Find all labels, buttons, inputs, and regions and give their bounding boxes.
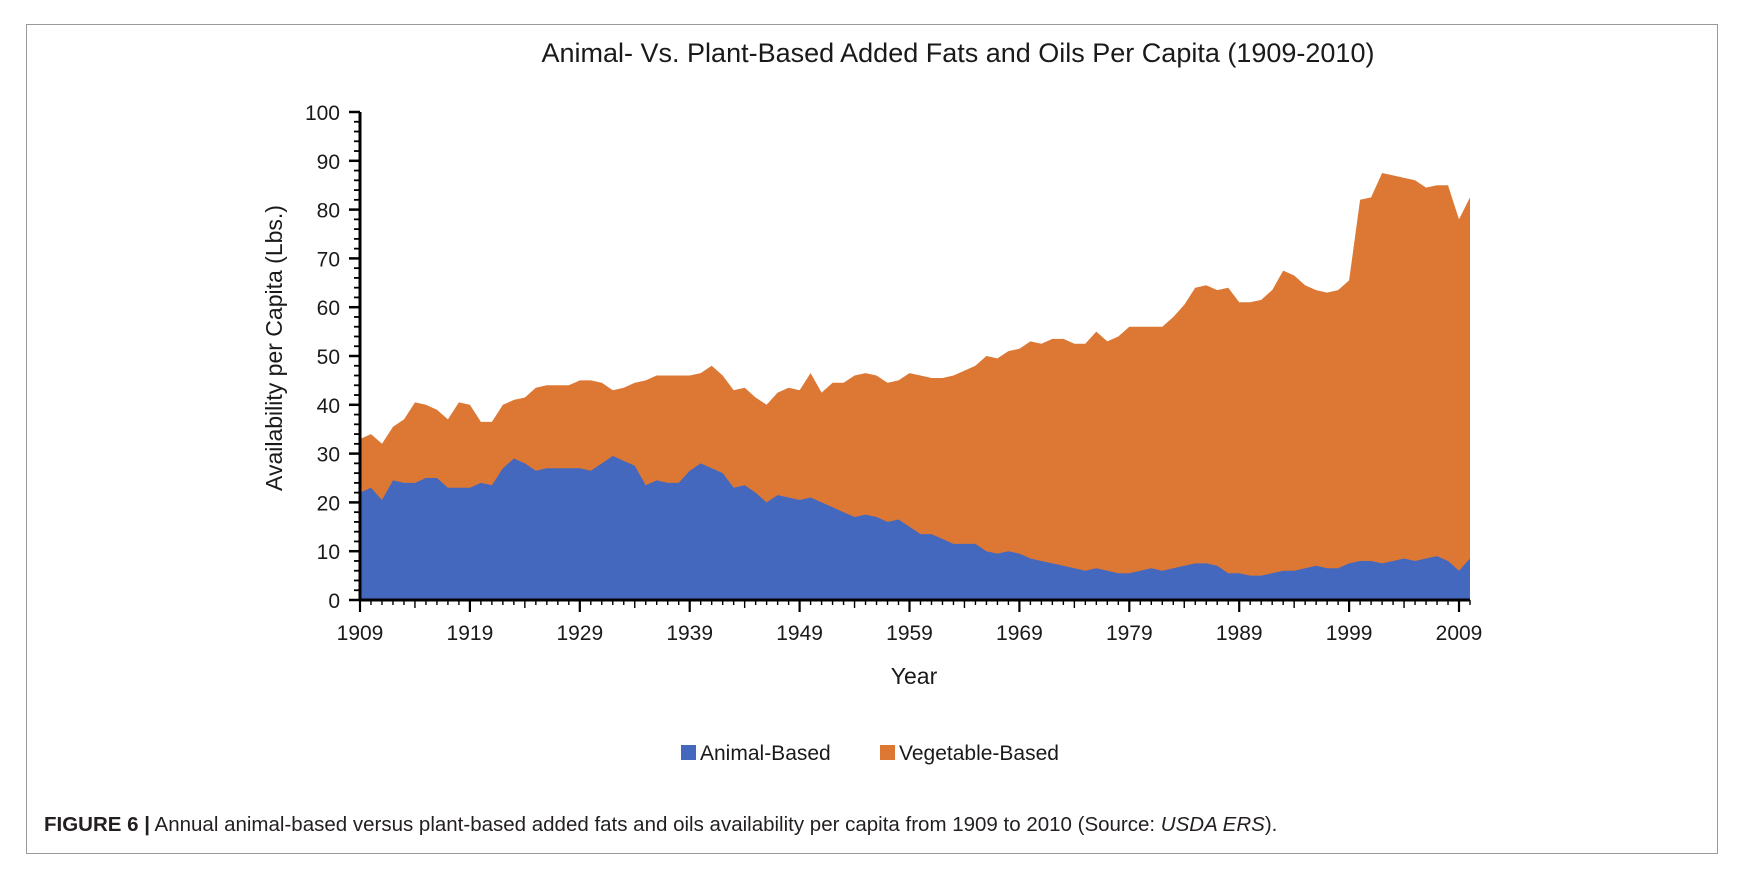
y-axis: 0 10 20 30 40 50 60 70 80 90 100: [305, 102, 362, 613]
y-tick-label: 80: [317, 200, 340, 223]
figure-caption: FIGURE 6 | Annual animal-based versus pl…: [44, 813, 1277, 837]
x-tick-label: 1909: [337, 622, 384, 645]
x-tick-label: 1959: [886, 622, 933, 645]
caption-text: Annual animal-based versus plant-based a…: [149, 813, 1161, 836]
x-tick-label: 1939: [666, 622, 713, 645]
y-tick-label: 100: [305, 102, 340, 125]
legend-label-animal-based: Animal-Based: [700, 742, 831, 765]
x-tick-label: 1949: [776, 622, 823, 645]
legend-label-vegetable-based: Vegetable-Based: [899, 742, 1059, 765]
y-tick-label: 0: [328, 590, 340, 613]
y-tick-label: 30: [317, 444, 340, 467]
legend-swatch-animal-based: [681, 745, 696, 760]
y-axis-label: Availability per Capita (Lbs.): [261, 205, 287, 491]
y-tick-label: 50: [317, 346, 340, 369]
x-axis: 1909 1919 1929 1939 1949 1959 1969 1979 1989 1999…: [337, 598, 1483, 645]
x-axis-label: Year: [891, 663, 938, 689]
chart-title: Animal- Vs. Plant-Based Added Fats and O…: [542, 38, 1375, 68]
x-tick-label: 1929: [556, 622, 603, 645]
caption-end: ).: [1264, 813, 1278, 836]
animal-based-area: [360, 456, 1470, 600]
x-tick-label: 1919: [447, 622, 494, 645]
legend-swatch-vegetable-based: [880, 745, 895, 760]
y-tick-label: 20: [317, 492, 340, 515]
area-chart: Animal- Vs. Plant-Based Added Fats and O…: [261, 38, 1483, 765]
legend: Animal-Based Vegetable-Based: [681, 742, 1059, 765]
figure-label: FIGURE 6 |: [44, 813, 150, 836]
y-tick-label: 40: [317, 395, 340, 418]
x-tick-label: 1989: [1216, 622, 1263, 645]
x-tick-label: 1999: [1326, 622, 1373, 645]
plot-area: [360, 173, 1470, 600]
x-tick-label: 1979: [1106, 622, 1153, 645]
y-tick-label: 10: [317, 541, 340, 564]
y-tick-label: 70: [317, 248, 340, 271]
y-tick-label: 90: [317, 151, 340, 174]
y-tick-label: 60: [317, 297, 340, 320]
caption-source: USDA ERS: [1160, 813, 1265, 836]
x-tick-label: 1969: [996, 622, 1043, 645]
x-tick-label: 2009: [1436, 622, 1483, 645]
